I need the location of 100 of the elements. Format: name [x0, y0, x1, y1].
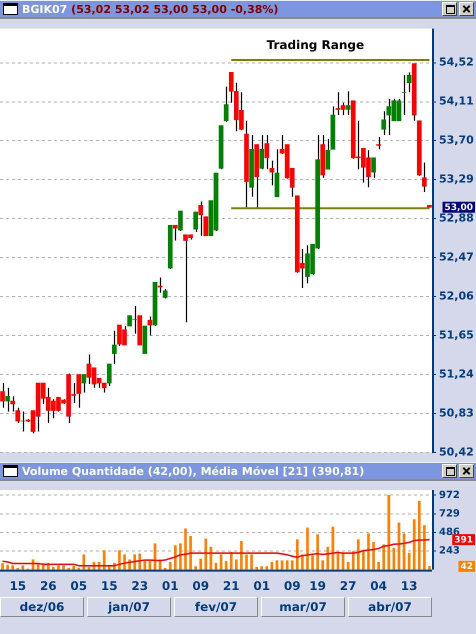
x-tick-label: 04 — [370, 578, 387, 593]
x-tick-label: 01 — [253, 578, 270, 593]
candlestick — [5, 387, 10, 412]
bar — [377, 562, 380, 570]
candlestick — [346, 90, 350, 116]
bar — [235, 559, 238, 570]
bar — [265, 566, 268, 570]
text: mar/07 — [261, 597, 345, 617]
x-tick-label: 01 — [162, 578, 179, 593]
bar — [255, 567, 258, 570]
candlestick — [259, 134, 264, 170]
bar — [311, 555, 314, 570]
bar — [62, 565, 65, 570]
bar — [224, 561, 228, 570]
bar — [290, 560, 294, 570]
candlestick — [204, 216, 208, 236]
candlestick — [20, 410, 26, 432]
y-tick-label: 729 — [439, 508, 460, 520]
bar — [276, 560, 278, 570]
x-tick-label: 15 — [9, 578, 26, 593]
bar — [387, 494, 390, 570]
y-tick-label: 51,65 — [439, 328, 474, 342]
candlestick — [82, 374, 86, 394]
x-tick-label: 27 — [340, 578, 356, 593]
bar — [306, 528, 309, 570]
y-tick-label: 50,83 — [439, 406, 474, 420]
bar — [1, 563, 4, 570]
candlestick — [0, 382, 5, 408]
bar — [220, 554, 222, 570]
candlestick — [376, 136, 381, 150]
bar — [372, 542, 375, 570]
candlestick — [224, 86, 228, 122]
candlestick — [158, 276, 162, 294]
candlestick — [178, 210, 183, 232]
bar — [118, 550, 121, 570]
bar — [52, 567, 55, 570]
bar — [260, 566, 264, 570]
bar — [428, 566, 431, 570]
bar — [189, 536, 192, 570]
bar — [336, 554, 340, 570]
bar — [398, 522, 400, 570]
chart-title: Volume Quantidade (42,00), Média Móvel [21] (390,81) — [22, 464, 366, 478]
bar — [179, 544, 182, 570]
bar — [423, 525, 426, 570]
y-tick-label: 50,42 — [439, 445, 474, 458]
text: jan/07 — [87, 597, 171, 617]
x-tick-label: 21 — [222, 578, 240, 593]
candlestick — [422, 162, 427, 193]
candlestick — [106, 363, 112, 386]
bar — [270, 562, 274, 570]
bar — [154, 544, 156, 570]
bar — [194, 566, 197, 570]
x-tick-label: 13 — [400, 578, 418, 593]
y-tick-label: 52,06 — [439, 289, 474, 302]
bar — [57, 565, 60, 570]
text: 53,00 — [444, 203, 473, 214]
bar — [250, 554, 253, 570]
bar — [184, 528, 187, 570]
x-tick-label: 23 — [131, 578, 148, 593]
bar — [199, 558, 202, 570]
candlestick — [76, 374, 82, 408]
candlestick — [173, 224, 178, 242]
text: fev/07 — [174, 597, 258, 617]
y-tick-label: 972 — [439, 490, 460, 501]
bar — [418, 500, 421, 570]
bar — [402, 534, 406, 570]
candlestick — [112, 330, 117, 365]
bar — [367, 534, 370, 570]
bar — [321, 560, 324, 570]
bar — [392, 548, 396, 570]
bar — [72, 566, 76, 570]
bar — [148, 561, 152, 570]
text: 42 — [460, 562, 473, 572]
bar — [245, 554, 248, 570]
bar — [88, 567, 90, 570]
y-tick-label: 53,70 — [439, 134, 474, 147]
x-tick-label: 19 — [309, 578, 326, 593]
bar — [144, 561, 146, 570]
bar — [332, 526, 334, 570]
bar — [286, 560, 288, 570]
x-tick-label: 09 — [192, 578, 210, 593]
bar — [214, 562, 218, 570]
y-tick-label: 52,47 — [439, 250, 474, 264]
bar — [168, 562, 172, 570]
bar — [412, 519, 416, 570]
y-tick-label: 54,11 — [439, 94, 474, 108]
x-tick-label: 05 — [70, 578, 88, 593]
y-tick-label: 54,52 — [439, 56, 474, 69]
candlestick — [193, 211, 198, 233]
y-tick-label: 52,88 — [439, 212, 474, 225]
candlestick — [162, 288, 168, 300]
text: abr/07 — [348, 597, 432, 617]
bar — [408, 552, 410, 570]
text: 391 — [454, 536, 473, 546]
candlestick — [148, 316, 152, 336]
y-tick-label: 51,24 — [439, 367, 474, 380]
chart-title: BGIK07 (53,02 53,02 53,00 53,00 -0,38%) — [22, 2, 278, 16]
x-tick-label: 09 — [284, 578, 301, 593]
x-tick-label: 26 — [40, 578, 57, 593]
candlestick — [406, 72, 412, 93]
